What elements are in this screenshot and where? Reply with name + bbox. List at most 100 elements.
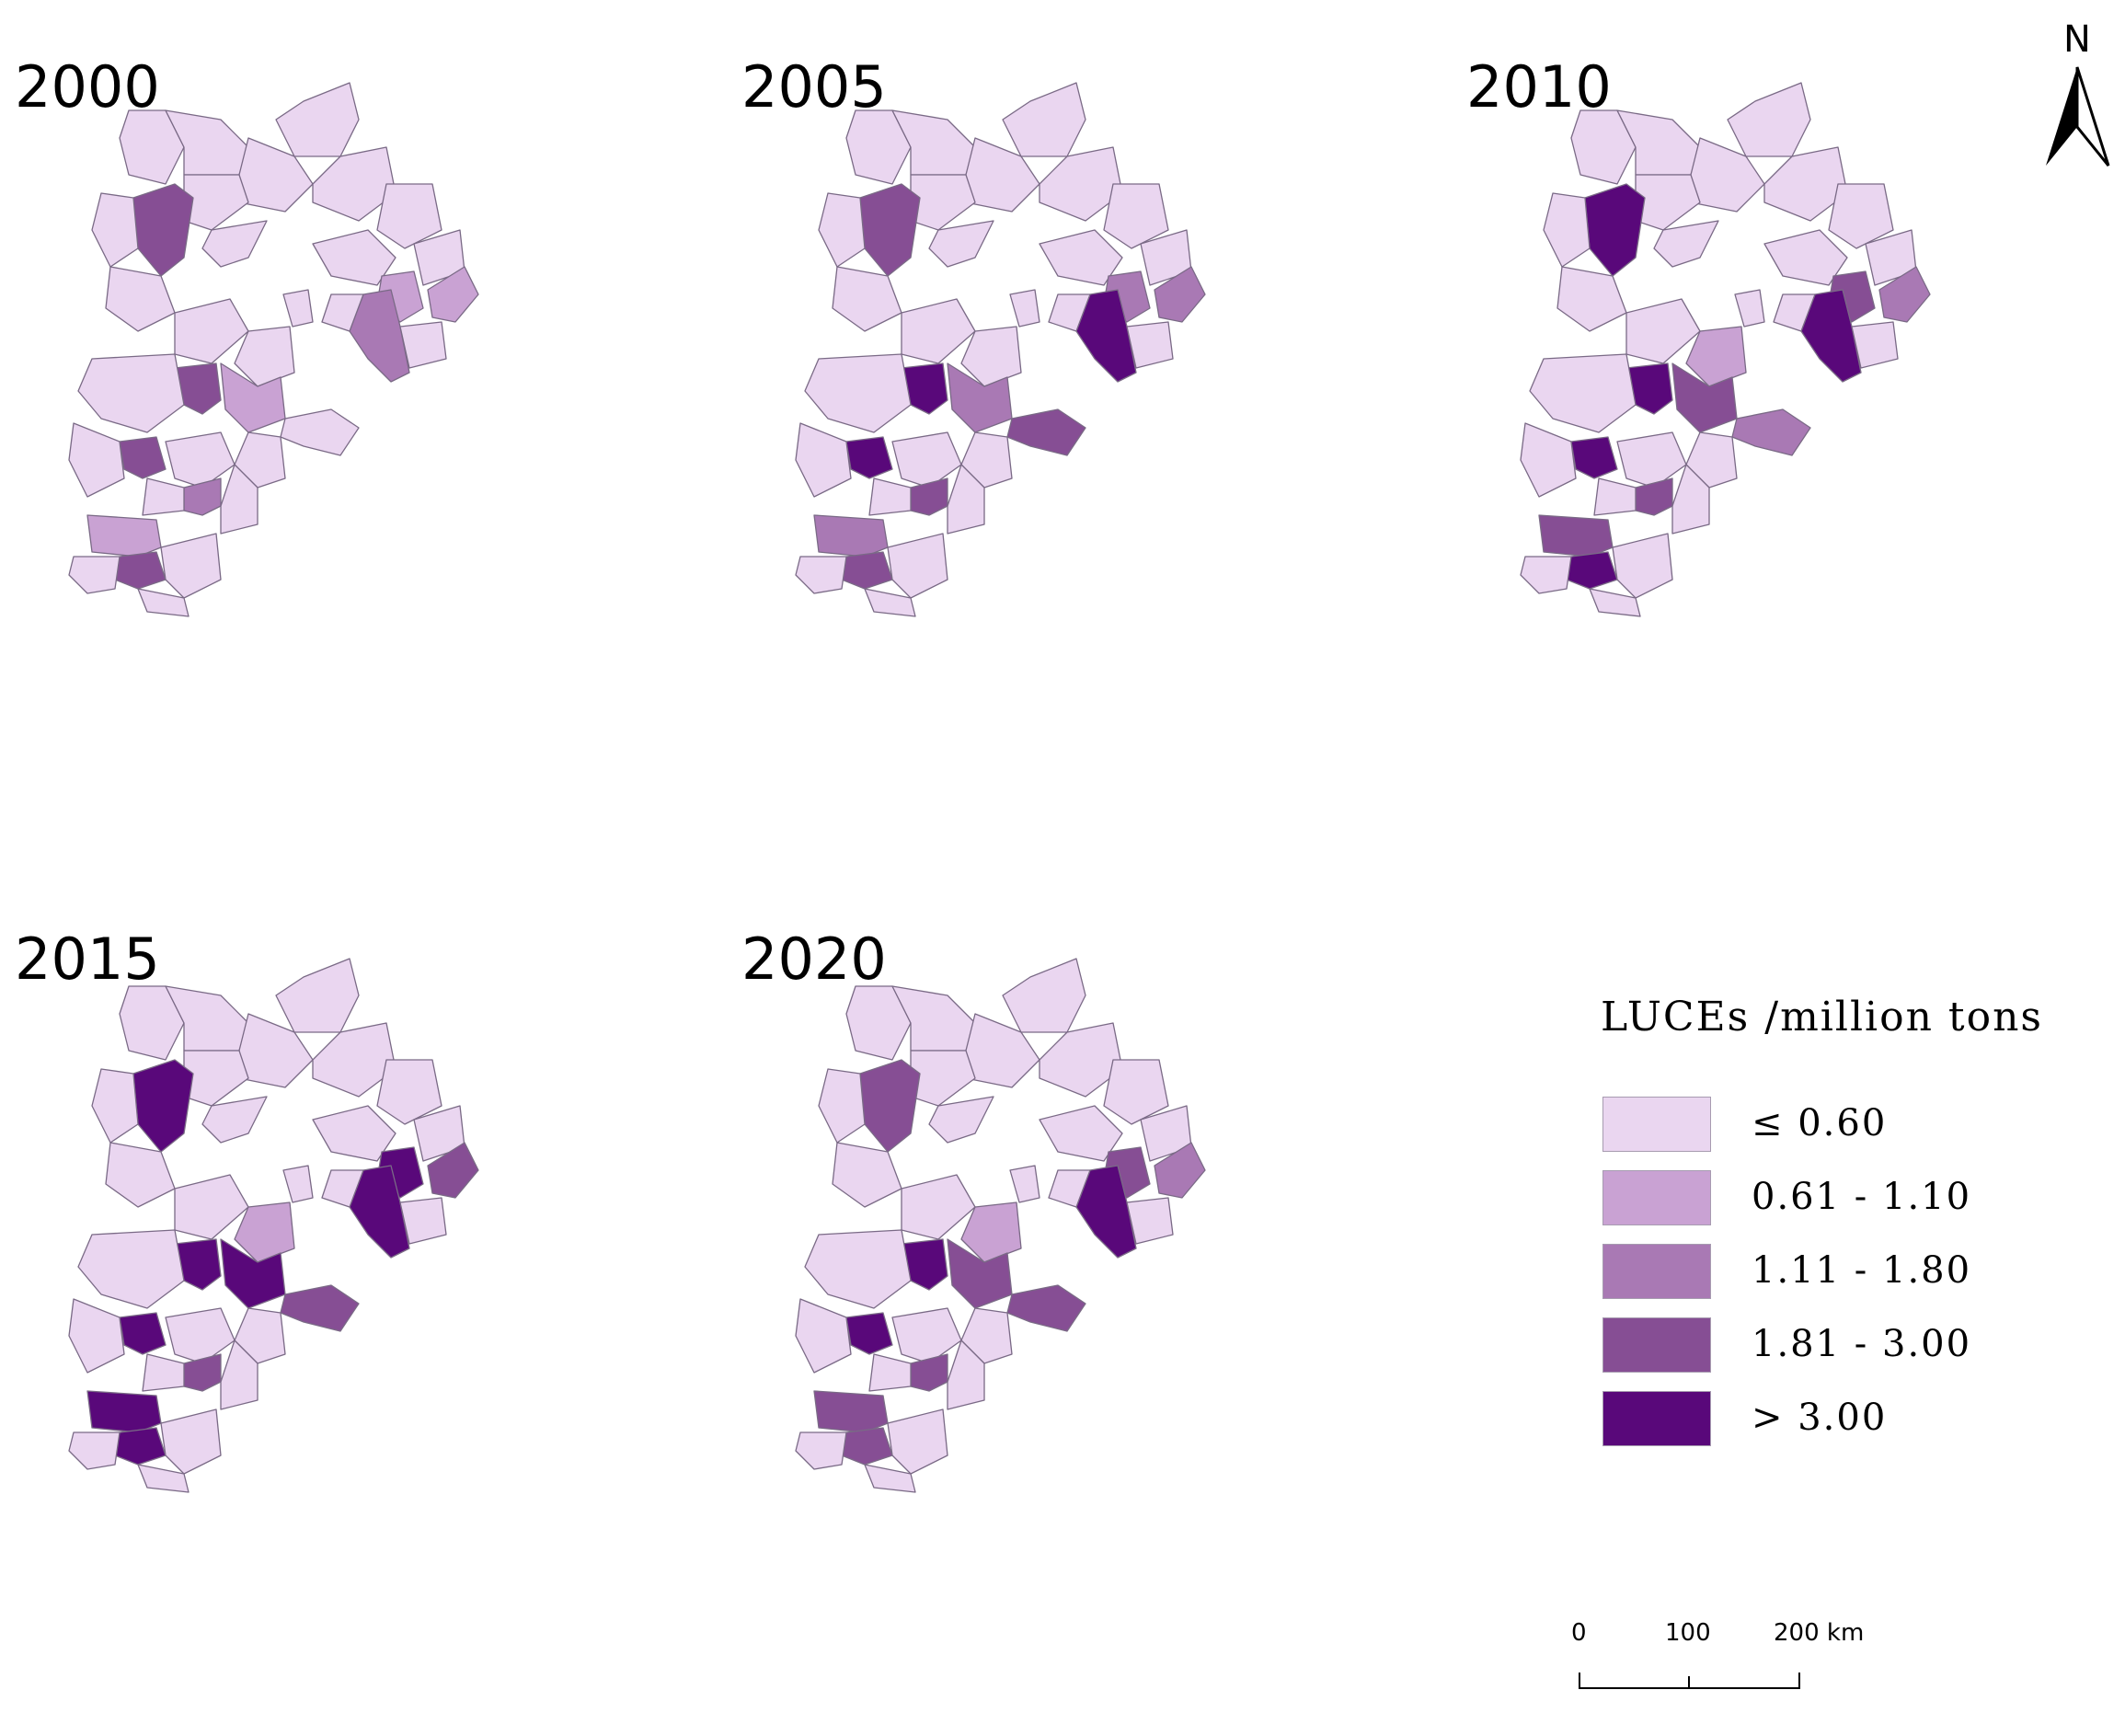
legend-swatch bbox=[1602, 1317, 1711, 1373]
county-region bbox=[1075, 289, 1137, 383]
county-region bbox=[891, 1307, 962, 1364]
county-region bbox=[91, 1068, 139, 1144]
legend-item: ≤ 0.60 bbox=[1602, 1097, 2035, 1154]
county-region bbox=[220, 1339, 258, 1410]
scale-label-0: 0 bbox=[1571, 1619, 1587, 1647]
legend-swatch bbox=[1602, 1170, 1711, 1225]
county-region bbox=[275, 82, 360, 157]
county-region bbox=[859, 183, 921, 277]
county-region bbox=[160, 533, 222, 599]
county-region bbox=[86, 1390, 162, 1433]
county-region bbox=[282, 289, 314, 328]
county-region bbox=[280, 1284, 360, 1332]
north-arrow-icon: N bbox=[2046, 18, 2110, 167]
county-region bbox=[795, 556, 847, 594]
county-region bbox=[68, 422, 125, 498]
legend-item: > 3.00 bbox=[1602, 1391, 2035, 1448]
county-region bbox=[845, 1312, 893, 1355]
county-region bbox=[1538, 514, 1614, 558]
north-label: N bbox=[2063, 18, 2091, 61]
county-region bbox=[818, 192, 866, 268]
county-region bbox=[349, 289, 410, 383]
county-region bbox=[1653, 220, 1719, 268]
county-region bbox=[1048, 1169, 1091, 1208]
county-region bbox=[376, 1059, 442, 1125]
region-map bbox=[795, 82, 1206, 617]
legend-title: LUCEs /million tons bbox=[1601, 994, 2043, 1040]
county-region bbox=[427, 266, 479, 323]
county-region bbox=[1154, 266, 1206, 323]
county-region bbox=[832, 1142, 902, 1208]
county-region bbox=[1009, 1165, 1040, 1203]
county-region bbox=[1556, 266, 1627, 332]
county-region bbox=[1851, 321, 1899, 369]
county-region bbox=[1075, 1165, 1137, 1259]
county-region bbox=[1763, 229, 1848, 286]
county-region bbox=[1039, 1022, 1123, 1098]
region-map bbox=[795, 958, 1206, 1493]
county-region bbox=[901, 1174, 976, 1240]
county-region bbox=[868, 1353, 912, 1392]
county-region bbox=[813, 514, 889, 558]
county-region bbox=[1006, 408, 1086, 456]
county-region bbox=[1625, 298, 1701, 364]
legend-label: 1.11 - 1.80 bbox=[1752, 1249, 1972, 1292]
scale-label-200: 200 km bbox=[1774, 1619, 1865, 1647]
scale-label-100: 100 bbox=[1665, 1619, 1711, 1647]
county-region bbox=[165, 1307, 235, 1364]
county-region bbox=[928, 220, 994, 268]
county-region bbox=[132, 1059, 194, 1153]
county-region bbox=[1039, 1105, 1123, 1162]
county-region bbox=[1570, 436, 1618, 479]
county-region bbox=[1685, 431, 1738, 489]
county-region bbox=[321, 293, 364, 332]
county-region bbox=[1671, 464, 1710, 535]
county-region bbox=[1103, 1059, 1169, 1125]
county-region bbox=[864, 1464, 916, 1493]
county-region bbox=[1039, 229, 1123, 286]
county-region bbox=[132, 183, 194, 277]
county-region bbox=[77, 353, 185, 433]
county-region bbox=[165, 431, 235, 489]
county-region bbox=[1154, 1142, 1206, 1199]
county-region bbox=[1589, 588, 1641, 617]
county-region bbox=[68, 1298, 125, 1374]
county-region bbox=[947, 1339, 985, 1410]
county-region bbox=[105, 1142, 176, 1208]
county-region bbox=[832, 266, 902, 332]
panel-year-label: 2010 bbox=[1466, 53, 1612, 121]
county-region bbox=[220, 464, 258, 535]
county-region bbox=[119, 436, 167, 479]
scale-bar: 0 100 200 km bbox=[1564, 1619, 1895, 1702]
county-region bbox=[1048, 293, 1091, 332]
county-region bbox=[1566, 551, 1618, 590]
county-region bbox=[818, 1068, 866, 1144]
panel-year-label: 2000 bbox=[15, 53, 160, 121]
county-region bbox=[1126, 1197, 1174, 1245]
county-region bbox=[887, 533, 948, 599]
county-region bbox=[1002, 958, 1086, 1033]
county-region bbox=[841, 1427, 893, 1466]
county-region bbox=[142, 1353, 185, 1392]
county-region bbox=[137, 588, 190, 617]
region-map bbox=[68, 82, 479, 617]
county-region bbox=[321, 1169, 364, 1208]
legend-swatch bbox=[1602, 1097, 1711, 1152]
county-region bbox=[795, 1298, 852, 1374]
scale-line bbox=[1579, 1673, 1800, 1689]
county-region bbox=[312, 1105, 396, 1162]
north-arrow-right-half bbox=[2075, 66, 2110, 167]
county-region bbox=[928, 1096, 994, 1144]
county-region bbox=[1009, 289, 1040, 328]
county-region bbox=[183, 174, 249, 231]
county-region bbox=[77, 1229, 185, 1309]
county-region bbox=[282, 1165, 314, 1203]
county-region bbox=[119, 1312, 167, 1355]
county-region bbox=[1039, 146, 1123, 222]
county-region bbox=[1616, 431, 1687, 489]
county-region bbox=[960, 1307, 1013, 1364]
county-region bbox=[864, 588, 916, 617]
county-region bbox=[174, 298, 249, 364]
legend-swatch bbox=[1602, 1391, 1711, 1446]
legend-item: 1.11 - 1.80 bbox=[1602, 1244, 2035, 1301]
